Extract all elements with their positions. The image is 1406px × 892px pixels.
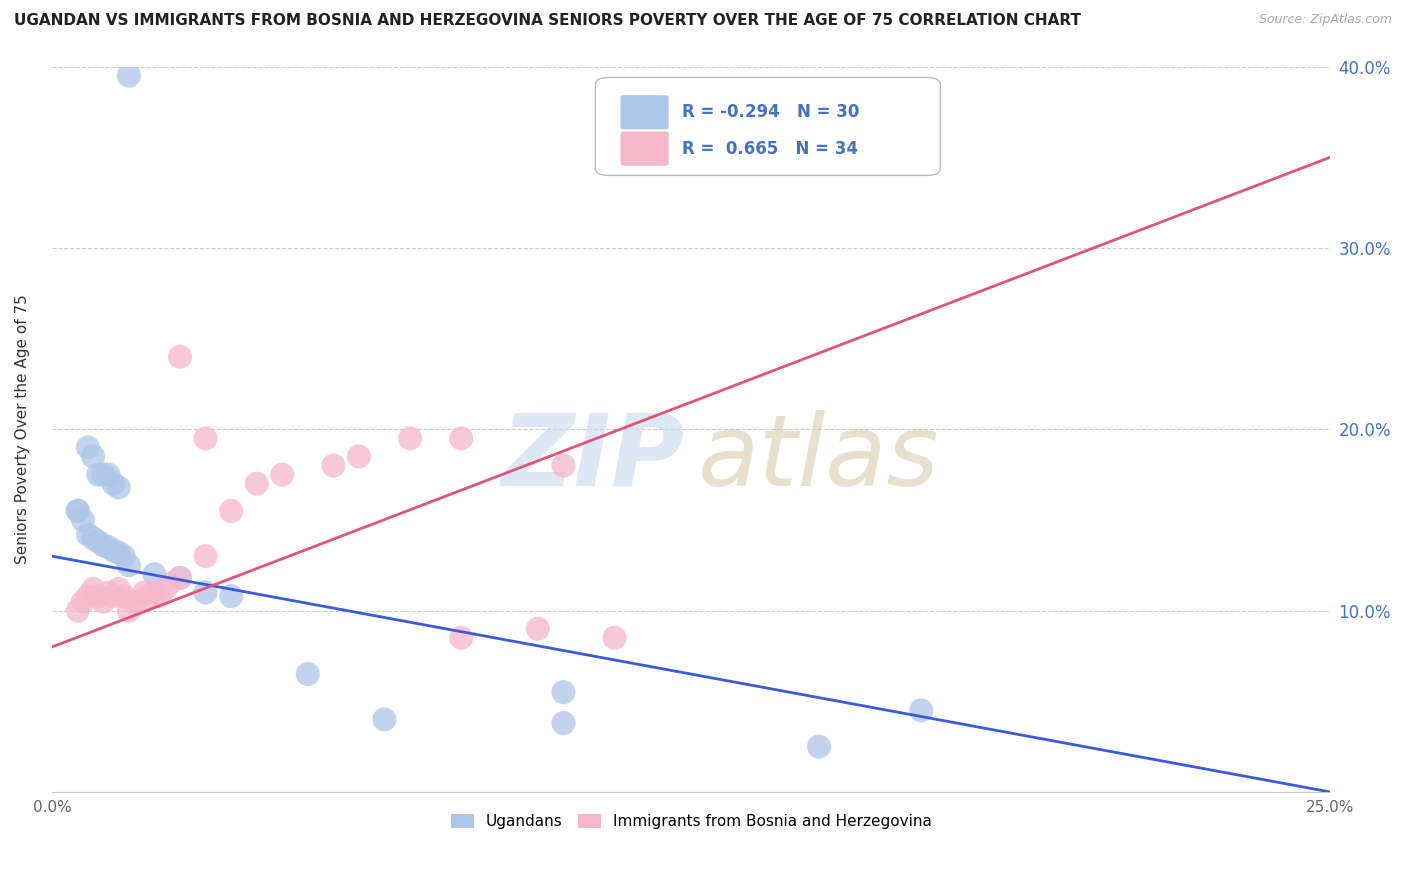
Point xyxy=(103,476,125,491)
Point xyxy=(66,604,89,618)
Point xyxy=(169,571,191,585)
Point xyxy=(107,582,129,596)
Point xyxy=(553,458,575,473)
Point xyxy=(118,604,141,618)
Point xyxy=(122,594,145,608)
Point xyxy=(143,585,166,599)
Point xyxy=(97,540,120,554)
Point xyxy=(87,467,110,482)
Point xyxy=(91,594,114,608)
Point xyxy=(148,589,170,603)
Point xyxy=(194,431,217,445)
Point xyxy=(347,450,370,464)
Point xyxy=(194,585,217,599)
Point xyxy=(72,513,94,527)
Point xyxy=(112,549,135,564)
Point xyxy=(77,441,100,455)
Text: atlas: atlas xyxy=(697,409,939,507)
Point xyxy=(97,467,120,482)
Y-axis label: Seniors Poverty Over the Age of 75: Seniors Poverty Over the Age of 75 xyxy=(15,294,30,564)
Point xyxy=(399,431,422,445)
Point xyxy=(118,69,141,83)
Point xyxy=(219,589,242,603)
Point xyxy=(297,667,319,681)
Point xyxy=(322,458,344,473)
Point xyxy=(450,431,472,445)
Point xyxy=(153,582,176,596)
Point xyxy=(143,567,166,582)
FancyBboxPatch shape xyxy=(621,132,668,165)
Point xyxy=(77,589,100,603)
Text: R =  0.665   N = 34: R = 0.665 N = 34 xyxy=(682,139,858,158)
Point xyxy=(128,594,150,608)
Point xyxy=(107,545,129,559)
Point xyxy=(87,589,110,603)
Point xyxy=(118,558,141,573)
Point xyxy=(603,631,626,645)
Point xyxy=(138,589,160,603)
Point xyxy=(169,350,191,364)
FancyBboxPatch shape xyxy=(621,95,668,129)
Point xyxy=(112,589,135,603)
Point xyxy=(219,504,242,518)
Point xyxy=(66,504,89,518)
Point xyxy=(246,476,269,491)
Point xyxy=(194,549,217,564)
Point xyxy=(66,504,89,518)
Point xyxy=(103,589,125,603)
Point xyxy=(77,527,100,541)
Text: R = -0.294   N = 30: R = -0.294 N = 30 xyxy=(682,103,859,121)
Point xyxy=(159,576,181,591)
Point xyxy=(87,534,110,549)
Point xyxy=(97,585,120,599)
Point xyxy=(82,450,104,464)
Point xyxy=(527,622,550,636)
Point xyxy=(103,543,125,558)
Point xyxy=(807,739,830,754)
Point xyxy=(271,467,294,482)
Point xyxy=(72,594,94,608)
Point xyxy=(91,467,114,482)
FancyBboxPatch shape xyxy=(595,78,941,176)
Point xyxy=(82,582,104,596)
Point xyxy=(91,538,114,552)
Point xyxy=(169,571,191,585)
Text: Source: ZipAtlas.com: Source: ZipAtlas.com xyxy=(1258,13,1392,27)
Point xyxy=(373,713,395,727)
Legend: Ugandans, Immigrants from Bosnia and Herzegovina: Ugandans, Immigrants from Bosnia and Her… xyxy=(444,808,938,835)
Point xyxy=(82,531,104,545)
Point xyxy=(107,480,129,494)
Point xyxy=(553,716,575,731)
Point xyxy=(134,585,156,599)
Point xyxy=(910,703,932,717)
Point xyxy=(553,685,575,699)
Text: UGANDAN VS IMMIGRANTS FROM BOSNIA AND HERZEGOVINA SENIORS POVERTY OVER THE AGE O: UGANDAN VS IMMIGRANTS FROM BOSNIA AND HE… xyxy=(14,13,1081,29)
Point xyxy=(450,631,472,645)
Text: ZIP: ZIP xyxy=(502,409,685,507)
